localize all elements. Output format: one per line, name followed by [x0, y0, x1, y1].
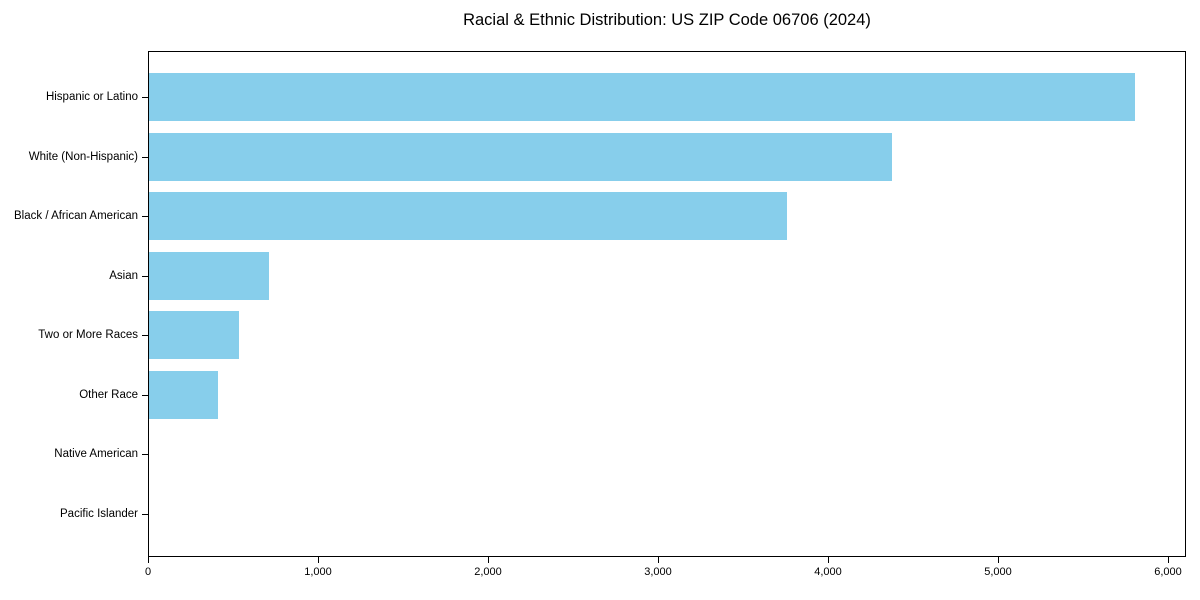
x-tick-label-1000: 1,000 [304, 566, 332, 578]
chart-title: Racial & Ethnic Distribution: US ZIP Cod… [463, 11, 871, 29]
x-tick-label-2000: 2,000 [474, 566, 502, 578]
x-tick-label-6000: 6,000 [1154, 566, 1182, 578]
bar-white-non-hispanic [149, 132, 893, 181]
y-tick-two-or-more-races [142, 335, 148, 336]
bar-hispanic-or-latino [149, 73, 1135, 121]
bar-asian [149, 251, 269, 300]
x-tick-1000 [317, 557, 319, 563]
y-label-hispanic-or-latino: Hispanic or Latino [45, 91, 138, 103]
y-label-asian: Asian [109, 269, 138, 282]
y-label-pacific-islander: Pacific Islander [60, 507, 138, 520]
y-tick-asian [142, 275, 148, 277]
y-tick-white-non-hispanic [142, 156, 148, 158]
y-label-other-race: Other Race [79, 388, 138, 401]
x-tick-0 [148, 557, 149, 563]
plot-area [148, 51, 1186, 557]
x-tick-6000 [1167, 557, 1169, 563]
bar-two-or-more-races [149, 311, 239, 359]
y-tick-hispanic-or-latino [142, 97, 148, 98]
x-tick-3000 [657, 557, 659, 563]
x-tick-2000 [487, 557, 489, 563]
y-tick-black-african-american [142, 216, 148, 217]
x-tick-label-5000: 5,000 [984, 566, 1012, 578]
y-tick-pacific-islander [142, 513, 148, 515]
y-tick-other-race [142, 394, 148, 396]
y-label-white-non-hispanic: White (Non-Hispanic) [28, 150, 138, 163]
x-tick-label-0: 0 [144, 566, 152, 578]
y-label-two-or-more-races: Two or More Races [38, 329, 138, 341]
bar-other-race [149, 370, 218, 419]
x-tick-5000 [997, 557, 999, 563]
y-label-black-african-american: Black / African American [14, 210, 138, 222]
y-label-native-american: Native American [54, 448, 138, 460]
x-tick-label-3000: 3,000 [644, 566, 672, 578]
y-tick-native-american [142, 454, 148, 455]
x-tick-label-4000: 4,000 [814, 566, 842, 578]
x-tick-4000 [827, 557, 829, 563]
bar-black-african-american [149, 192, 787, 240]
